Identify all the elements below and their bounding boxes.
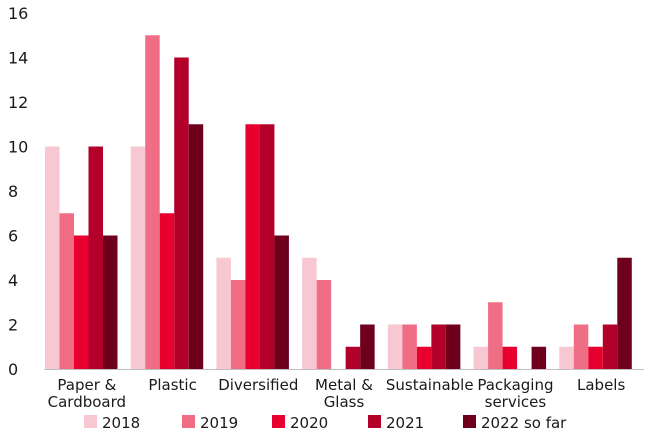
y-tick-label: 6 xyxy=(8,227,18,246)
bar xyxy=(602,324,618,369)
legend-swatch xyxy=(182,415,195,428)
bar xyxy=(387,324,403,369)
category-label: Metal & xyxy=(315,376,373,394)
bar xyxy=(531,346,547,369)
y-tick-label: 4 xyxy=(8,271,18,290)
category-label: Cardboard xyxy=(48,393,126,411)
bar xyxy=(431,324,446,369)
category-label: Packaging xyxy=(477,376,553,394)
bar xyxy=(188,124,204,369)
bar xyxy=(59,213,74,369)
legend-swatch xyxy=(84,415,97,428)
bar xyxy=(145,35,160,369)
y-tick-label: 12 xyxy=(8,93,28,112)
bar xyxy=(130,146,146,369)
y-tick-label: 14 xyxy=(8,49,28,68)
legend-swatch xyxy=(463,415,476,428)
bar xyxy=(45,146,60,369)
bar xyxy=(617,257,632,369)
bar xyxy=(216,257,231,369)
y-tick-label: 16 xyxy=(8,4,28,23)
category-label: Glass xyxy=(324,393,365,411)
bar xyxy=(488,302,503,369)
bar xyxy=(274,235,289,369)
category-label: Plastic xyxy=(148,376,197,394)
bar xyxy=(573,324,589,369)
bar xyxy=(103,235,118,369)
legend-label: 2020 xyxy=(290,414,328,432)
bar xyxy=(316,280,332,369)
legend-label: 2018 xyxy=(102,414,140,432)
bar xyxy=(502,346,518,369)
legend-swatch xyxy=(272,415,285,428)
bar xyxy=(416,346,432,369)
category-label: Diversified xyxy=(218,376,298,394)
bar xyxy=(259,124,275,369)
bar xyxy=(302,257,317,369)
y-tick-label: 8 xyxy=(8,182,18,201)
bar xyxy=(174,57,189,369)
y-tick-label: 2 xyxy=(8,316,18,335)
legend-label: 2021 xyxy=(386,414,424,432)
bar xyxy=(402,324,417,369)
category-label: Labels xyxy=(577,376,625,394)
legend-label: 2019 xyxy=(200,414,238,432)
bar xyxy=(473,346,489,369)
y-tick-label: 10 xyxy=(8,138,28,157)
bar xyxy=(360,324,375,369)
bar xyxy=(88,146,103,369)
bar xyxy=(159,213,175,369)
category-label: services xyxy=(485,393,547,411)
y-tick-label: 0 xyxy=(8,360,18,379)
category-label: Paper & xyxy=(57,376,116,394)
bar xyxy=(445,324,461,369)
bar xyxy=(230,280,246,369)
legend-label: 2022 so far xyxy=(481,414,567,432)
legend-swatch xyxy=(368,415,381,428)
bar xyxy=(588,346,603,369)
bar xyxy=(345,346,361,369)
category-label: Sustainable xyxy=(386,376,474,394)
bar xyxy=(74,235,89,369)
bar xyxy=(245,124,260,369)
bar xyxy=(559,346,574,369)
